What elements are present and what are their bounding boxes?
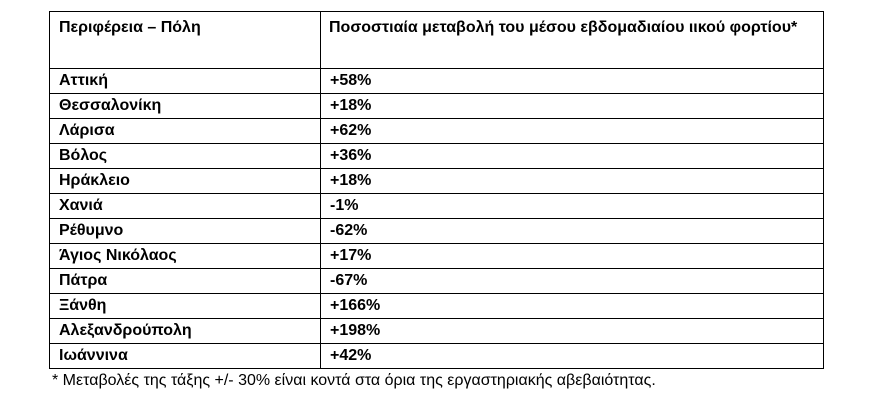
region-cell: Ξάνθη: [49, 293, 321, 319]
change-cell: -67%: [320, 268, 824, 294]
change-cell: +36%: [320, 143, 824, 169]
table-row: Ρέθυμνο -62%: [49, 218, 824, 244]
footnote: * Μεταβολές της τάξης +/- 30% είναι κοντ…: [52, 372, 656, 389]
change-cell: +198%: [320, 318, 824, 344]
region-cell: Άγιος Νικόλαος: [49, 243, 321, 269]
table-row: Ιωάννινα +42%: [49, 343, 824, 369]
region-cell: Αλεξανδρούπολη: [49, 318, 321, 344]
table-row: Βόλος +36%: [49, 143, 824, 169]
table-row: Θεσσαλονίκη +18%: [49, 93, 824, 119]
change-cell: +18%: [320, 93, 824, 119]
region-cell: Αττική: [49, 68, 321, 94]
viral-load-table: Περιφέρεια – Πόλη Ποσοστιαία μεταβολή το…: [49, 11, 824, 369]
region-cell: Θεσσαλονίκη: [49, 93, 321, 119]
change-cell: +17%: [320, 243, 824, 269]
table-header-row: Περιφέρεια – Πόλη Ποσοστιαία μεταβολή το…: [49, 11, 824, 69]
table-row: Ηράκλειο +18%: [49, 168, 824, 194]
change-cell: +166%: [320, 293, 824, 319]
change-cell: -1%: [320, 193, 824, 219]
region-cell: Λάρισα: [49, 118, 321, 144]
change-cell: -62%: [320, 218, 824, 244]
table-row: Αττική +58%: [49, 68, 824, 94]
table-row: Πάτρα -67%: [49, 268, 824, 294]
region-cell: Ιωάννινα: [49, 343, 321, 369]
change-cell: +62%: [320, 118, 824, 144]
table-row: Ξάνθη +166%: [49, 293, 824, 319]
table-row: Χανιά -1%: [49, 193, 824, 219]
region-cell: Χανιά: [49, 193, 321, 219]
region-cell: Βόλος: [49, 143, 321, 169]
region-cell: Ηράκλειο: [49, 168, 321, 194]
table-row: Αλεξανδρούπολη +198%: [49, 318, 824, 344]
change-cell: +58%: [320, 68, 824, 94]
table-row: Άγιος Νικόλαος +17%: [49, 243, 824, 269]
change-cell: +18%: [320, 168, 824, 194]
region-cell: Πάτρα: [49, 268, 321, 294]
table-row: Λάρισα +62%: [49, 118, 824, 144]
region-cell: Ρέθυμνο: [49, 218, 321, 244]
header-region: Περιφέρεια – Πόλη: [49, 11, 321, 69]
header-change: Ποσοστιαία μεταβολή του μέσου εβδομαδιαί…: [320, 11, 824, 69]
change-cell: +42%: [320, 343, 824, 369]
